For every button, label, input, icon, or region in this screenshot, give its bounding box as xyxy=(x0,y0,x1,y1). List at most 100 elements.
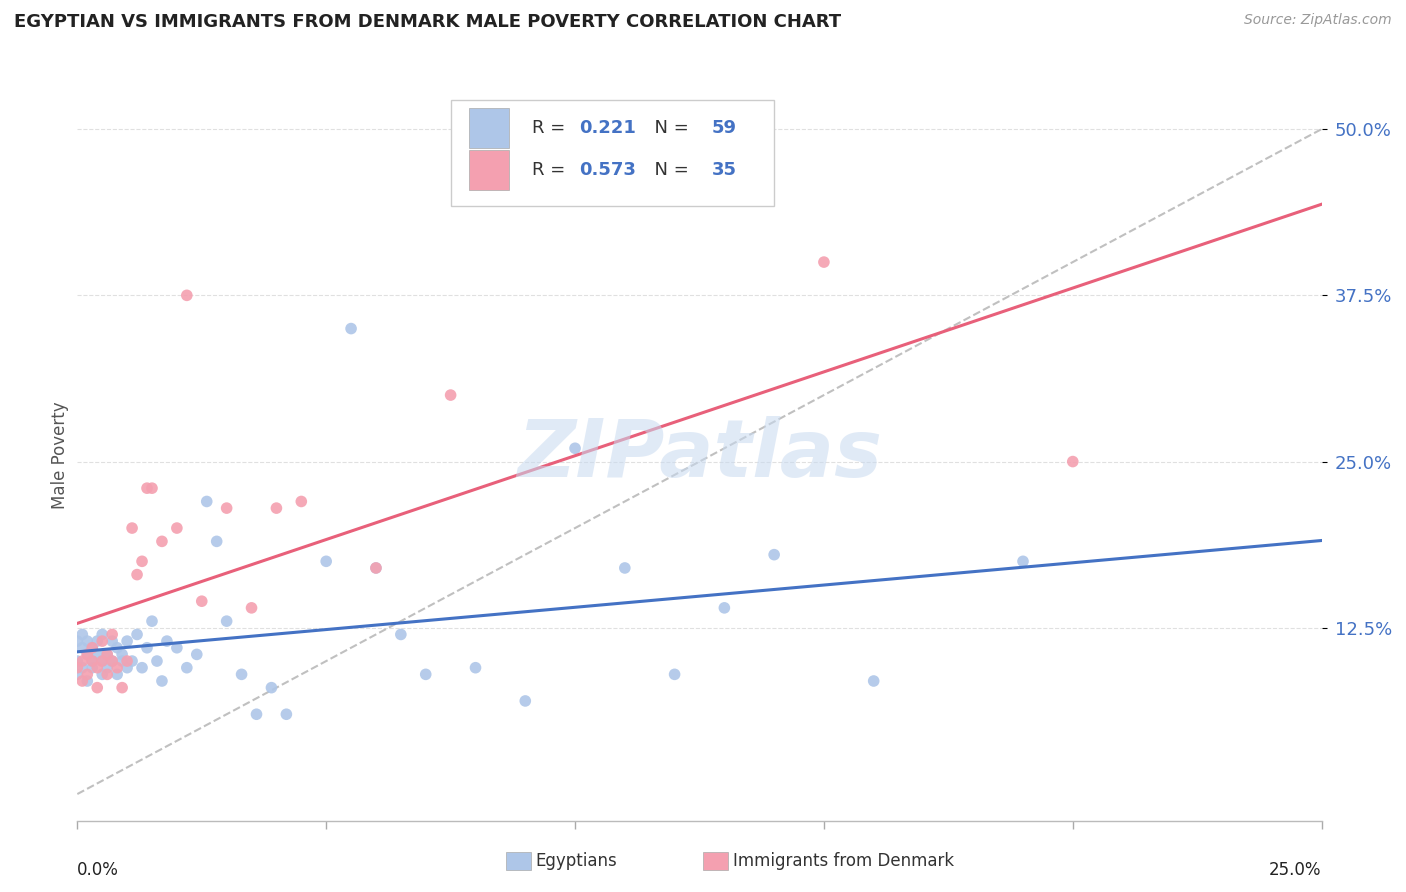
Point xyxy=(82,654,104,668)
Point xyxy=(82,654,104,668)
Point xyxy=(125,627,148,641)
Point xyxy=(215,501,238,516)
Point xyxy=(76,634,98,648)
Point xyxy=(111,654,134,668)
Point xyxy=(72,627,94,641)
Point xyxy=(72,640,94,655)
Point xyxy=(76,648,98,662)
Point xyxy=(464,661,486,675)
Point xyxy=(136,481,159,495)
Text: 0.221: 0.221 xyxy=(579,119,636,137)
Point xyxy=(96,661,118,675)
Point xyxy=(91,654,114,668)
FancyBboxPatch shape xyxy=(470,108,509,148)
Point xyxy=(176,661,198,675)
Point xyxy=(364,561,387,575)
Point xyxy=(96,648,118,662)
Point xyxy=(266,501,288,516)
Point xyxy=(105,661,128,675)
Point xyxy=(72,654,94,668)
Point xyxy=(66,661,89,675)
Point xyxy=(245,707,267,722)
Point xyxy=(205,534,228,549)
Point xyxy=(150,673,173,688)
Point xyxy=(82,661,104,675)
Text: 0.0%: 0.0% xyxy=(77,861,120,879)
Text: Source: ZipAtlas.com: Source: ZipAtlas.com xyxy=(1244,13,1392,28)
Point xyxy=(240,600,263,615)
Text: R =: R = xyxy=(531,119,571,137)
Point xyxy=(166,521,188,535)
Point xyxy=(515,694,537,708)
Point xyxy=(115,654,138,668)
Text: Egyptians: Egyptians xyxy=(536,852,617,870)
Point xyxy=(111,681,134,695)
Point xyxy=(713,600,735,615)
Point xyxy=(86,648,108,662)
Point xyxy=(150,534,173,549)
Point xyxy=(66,634,89,648)
Point xyxy=(121,521,143,535)
Point xyxy=(215,614,238,628)
Point xyxy=(440,388,463,402)
Y-axis label: Male Poverty: Male Poverty xyxy=(51,401,69,508)
Point xyxy=(141,614,163,628)
Point xyxy=(82,640,104,655)
Text: 59: 59 xyxy=(711,119,737,137)
Point xyxy=(66,667,89,681)
Point xyxy=(276,707,298,722)
Point xyxy=(141,481,163,495)
Text: Immigrants from Denmark: Immigrants from Denmark xyxy=(733,852,953,870)
FancyBboxPatch shape xyxy=(470,150,509,190)
Point xyxy=(415,667,437,681)
Point xyxy=(166,640,188,655)
Point xyxy=(260,681,283,695)
Point xyxy=(82,640,104,655)
Point xyxy=(613,561,636,575)
Point xyxy=(315,554,337,568)
Point xyxy=(340,321,363,335)
Text: EGYPTIAN VS IMMIGRANTS FROM DENMARK MALE POVERTY CORRELATION CHART: EGYPTIAN VS IMMIGRANTS FROM DENMARK MALE… xyxy=(14,13,841,31)
Point xyxy=(86,634,108,648)
Text: N =: N = xyxy=(644,161,695,178)
Point xyxy=(76,673,98,688)
Point xyxy=(101,654,124,668)
Point xyxy=(813,255,835,269)
Point xyxy=(105,667,128,681)
Point xyxy=(125,567,148,582)
Point xyxy=(186,648,208,662)
Text: ZIPatlas: ZIPatlas xyxy=(517,416,882,494)
Point xyxy=(91,634,114,648)
Point xyxy=(96,667,118,681)
Point xyxy=(191,594,214,608)
Point xyxy=(131,554,153,568)
Point xyxy=(231,667,253,681)
Point xyxy=(101,654,124,668)
Point xyxy=(763,548,786,562)
Point xyxy=(364,561,387,575)
Point xyxy=(115,661,138,675)
Point xyxy=(101,627,124,641)
Point xyxy=(136,640,159,655)
Text: 25.0%: 25.0% xyxy=(1270,861,1322,879)
Point xyxy=(176,288,198,302)
Point xyxy=(76,667,98,681)
Point xyxy=(564,442,586,456)
Point xyxy=(91,627,114,641)
Point xyxy=(664,667,686,681)
Point xyxy=(146,654,169,668)
Point xyxy=(290,494,312,508)
Point xyxy=(121,654,143,668)
Point xyxy=(131,661,153,675)
Text: 0.573: 0.573 xyxy=(579,161,636,178)
FancyBboxPatch shape xyxy=(451,100,775,206)
Point xyxy=(111,648,134,662)
Point xyxy=(86,681,108,695)
Point xyxy=(105,640,128,655)
Point xyxy=(72,673,94,688)
Text: R =: R = xyxy=(531,161,571,178)
Point xyxy=(66,654,89,668)
Point xyxy=(389,627,412,641)
Point xyxy=(195,494,218,508)
Point xyxy=(91,667,114,681)
